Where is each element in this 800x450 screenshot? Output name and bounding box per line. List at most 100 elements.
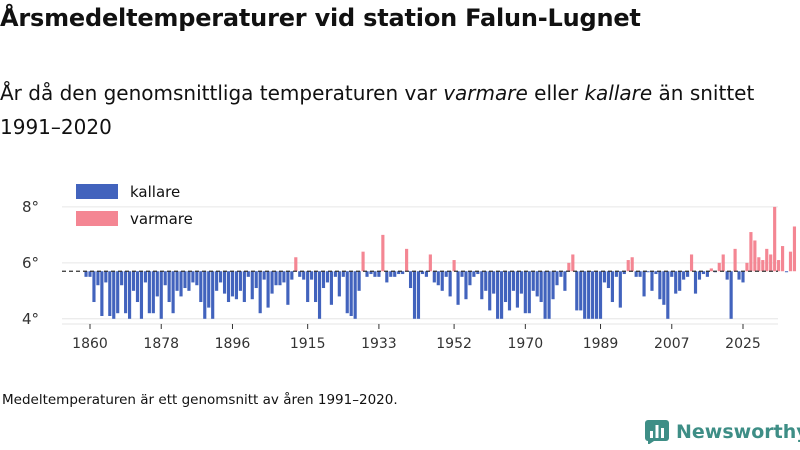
bar-1900-kallare [246,271,250,277]
bar-1892-kallare [215,271,219,291]
bar-1909-kallare [282,271,286,283]
bar-1941-kallare [408,271,413,289]
bar-1883-kallare [179,271,183,297]
bar-1885-kallare [187,271,191,291]
footnote: Medeltemperaturen är ett genomsnitt av å… [2,392,398,408]
bar-1979-kallare [559,271,563,277]
bar-2020-varmare [721,254,725,272]
bar-1917-kallare [314,271,318,303]
bar-2023-varmare [733,248,737,272]
bar-1860-kallare [88,271,92,277]
bar-1956-kallare [468,271,472,286]
legend-label-kallare: kallare [130,183,180,201]
x-tick-label: 1896 [215,336,251,352]
bar-2022-kallare [729,271,733,319]
bar-1971-kallare [527,271,531,314]
bar-1928-kallare [357,271,361,291]
bar-1973-kallare [535,271,539,297]
bar-1999-kallare [638,271,642,277]
bar-1981-varmare [567,262,571,272]
bar-2009-kallare [678,271,682,291]
bar-2032-varmare [769,254,773,272]
bar-1943-kallare [416,271,421,319]
x-tick-label: 1878 [143,336,179,352]
bar-1875-kallare [147,271,151,314]
bar-1978-kallare [555,271,559,286]
bar-2026-varmare [745,262,749,272]
bar-2014-kallare [697,271,702,280]
bar-1869-kallare [124,271,128,314]
bar-1898-kallare [238,271,242,291]
bar-1986-kallare [587,271,591,319]
bar-2010-kallare [682,271,686,280]
bar-2030-varmare [761,260,765,272]
bar-1880-kallare [167,271,171,303]
x-tick-label: 2025 [725,336,761,352]
bar-1990-kallare [602,271,607,283]
bar-1861-kallare [92,271,96,303]
bar-1921-kallare [329,271,333,305]
bar-1927-kallare [353,271,357,319]
bar-1876-kallare [151,271,155,314]
bar-2033-varmare [773,206,777,272]
bar-1891-kallare [211,271,215,319]
bar-1944-kallare [420,271,425,275]
bar-1995-kallare [622,271,626,275]
bar-1903-kallare [258,271,262,314]
bar-1951-kallare [448,271,452,297]
bar-1904-kallare [262,271,266,280]
bar-2004-kallare [658,271,662,300]
bar-1974-kallare [539,271,543,303]
x-tick-label: 1933 [361,336,397,352]
page-subtitle: År då den genomsnittliga temperaturen va… [0,76,790,144]
bar-1992-kallare [610,271,614,303]
bar-1955-kallare [464,271,468,300]
bar-1959-kallare [480,271,484,300]
page-title: Årsmedeltemperaturer vid station Falun-L… [0,4,641,32]
bar-1958-kallare [476,271,480,275]
bar-1907-kallare [274,271,278,286]
bar-1957-kallare [472,271,476,277]
bar-2021-kallare [725,271,729,280]
bar-1940-varmare [405,248,409,272]
bar-1985-kallare [583,271,587,319]
subtitle-text-2: eller [527,81,585,105]
bar-1954-kallare [460,271,464,277]
bar-1888-kallare [199,271,203,303]
bar-2025-kallare [741,271,745,283]
bar-1949-kallare [440,271,444,291]
bar-2008-kallare [674,271,678,294]
bar-1968-kallare [515,271,519,308]
bar-1997-varmare [630,257,634,272]
subtitle-text-1: År då den genomsnittliga temperaturen va… [0,81,444,105]
bar-2000-kallare [642,271,646,297]
bar-1918-kallare [317,271,322,319]
bar-2003-kallare [654,271,658,275]
bar-1886-kallare [191,271,195,283]
bar-1960-kallare [484,271,488,291]
x-tick-label: 2007 [654,336,690,352]
bar-2038-varmare [792,226,797,272]
bar-1901-kallare [250,271,254,300]
bar-2037-varmare [788,251,793,272]
bar-1872-kallare [135,271,140,303]
bar-2005-kallare [662,271,666,305]
bar-1894-kallare [222,271,227,294]
bar-2012-varmare [689,254,694,272]
bar-2019-varmare [717,262,721,272]
legend: kallare varmare [76,183,193,228]
bar-1878-kallare [159,271,163,319]
bar-1913-kallare [298,271,302,277]
bar-1879-kallare [163,271,167,286]
bars [84,206,797,319]
axes: 4° 6° 8° 1860 1878 1896 1915 1933 1952 1970 1989 20… [22,198,778,352]
bar-2013-kallare [693,271,698,294]
bar-1865-kallare [108,271,112,316]
bar-1965-kallare [503,271,508,303]
bar-1899-kallare [242,271,246,303]
bar-1938-kallare [397,271,401,275]
bar-1953-kallare [456,271,460,305]
bar-1887-kallare [195,271,199,286]
bar-1916-kallare [310,271,314,280]
bar-1870-kallare [128,271,132,319]
